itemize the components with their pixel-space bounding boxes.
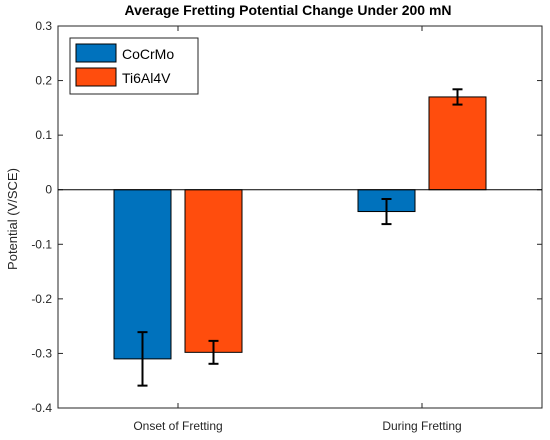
axes-box xyxy=(57,25,543,409)
legend: CoCrMo Ti6Al4V xyxy=(69,37,199,95)
plot-area: -0.4 -0.3 -0.2 -0.1 0 0.1 0.2 0.3 Onset of Frett… xyxy=(31,19,543,433)
bar-ti6al4v xyxy=(428,96,487,191)
y-axis-label: Potential (V/SCE) xyxy=(5,168,20,270)
y-tick-label: 0 xyxy=(45,183,52,197)
bar-ti6al4v xyxy=(184,189,243,353)
y-tick-label: -0.2 xyxy=(31,292,52,306)
legend-swatch-ti6al4v xyxy=(75,67,117,87)
legend-label-ti6al4v: Ti6Al4V xyxy=(122,70,171,86)
y-tick-label: 0.2 xyxy=(35,74,52,88)
chart-title: Average Fretting Potential Change Under … xyxy=(125,2,452,18)
x-tick-label: During Fretting xyxy=(382,419,461,433)
y-tick-label: 0.1 xyxy=(35,128,52,142)
legend-label-cocrmo: CoCrMo xyxy=(122,46,174,62)
y-tick-label: 0.3 xyxy=(35,19,52,33)
y-tick-label: -0.3 xyxy=(31,346,52,360)
x-tick-label: Onset of Fretting xyxy=(133,419,222,433)
y-tick-label: -0.1 xyxy=(31,237,52,251)
y-tick-label: -0.4 xyxy=(31,401,52,415)
legend-swatch-cocrmo xyxy=(75,43,117,63)
